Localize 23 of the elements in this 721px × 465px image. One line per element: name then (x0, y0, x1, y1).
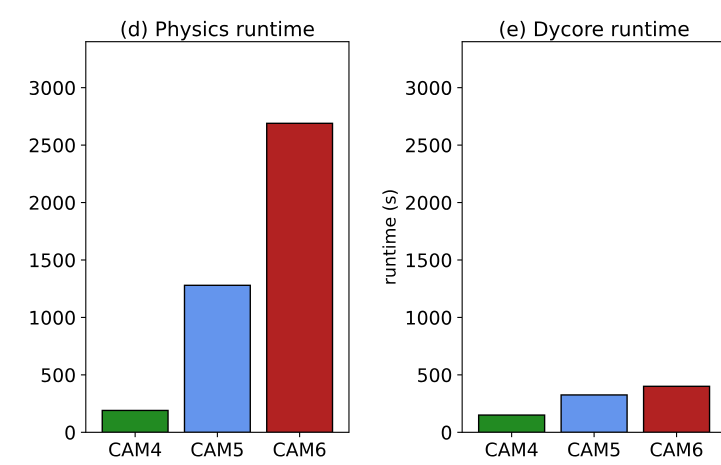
chart-title: (e) Dycore runtime (500, 20, 689, 40)
y-tick-label: 0 (442, 426, 452, 440)
x-tick-label: CAM5 (191, 442, 243, 457)
y-tick-label: 1000 (406, 310, 452, 325)
y-tick-label: 500 (42, 368, 75, 382)
x-tick-label: CAM4 (486, 442, 538, 457)
y-tick-label: 500 (418, 368, 452, 382)
y-tick-label: 3000 (30, 80, 75, 96)
y-tick-label: 2000 (406, 196, 452, 210)
y-tick-label: 1000 (30, 310, 75, 325)
y-tick-label: 1500 (406, 253, 452, 268)
chart-title: (d) Physics runtime (122, 20, 314, 40)
y-tick-label: 2500 (406, 138, 452, 152)
x-tick-label: CAM4 (109, 442, 162, 457)
y-tick-label: 2000 (30, 196, 75, 210)
x-tick-label: CAM5 (568, 442, 620, 457)
y-tick-label: 1500 (30, 253, 75, 268)
x-tick-label: CAM6 (274, 442, 326, 457)
x-tick-label: CAM6 (650, 442, 702, 457)
y-tick-label: 3000 (406, 80, 452, 96)
y-tick-label: 2500 (30, 138, 75, 152)
y-tick-label: 0 (65, 426, 75, 440)
y-axis-title: runtime (s) (382, 190, 398, 284)
